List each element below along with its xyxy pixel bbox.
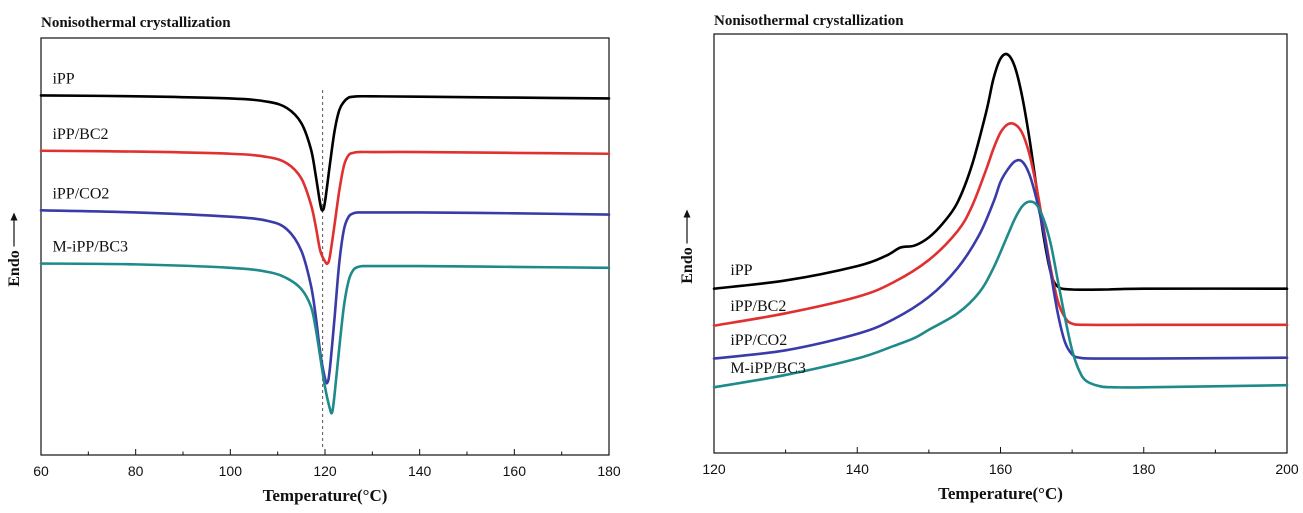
chart-right: Nonisothermal crystallization 120 140 160 18… xyxy=(679,13,1299,503)
series-line xyxy=(39,149,611,266)
series-line xyxy=(39,94,611,212)
series-line xyxy=(39,209,611,385)
x-tick-label: 120 xyxy=(313,463,337,479)
series-line xyxy=(712,122,1289,327)
series-label: iPP xyxy=(52,71,74,88)
series-label: iPP/BC2 xyxy=(52,126,108,143)
x-tick-label: 60 xyxy=(33,463,49,479)
y-axis-arrow-head xyxy=(10,212,18,221)
x-tick-label: 180 xyxy=(597,463,621,479)
x-tick-label: 160 xyxy=(989,461,1013,477)
series-line xyxy=(712,158,1289,360)
y-axis-label: Endo xyxy=(679,247,696,283)
series-label: M-iPP/BC3 xyxy=(730,360,806,377)
series-label: iPP/BC2 xyxy=(730,298,786,315)
series-label: iPP xyxy=(730,262,752,279)
series-label: M-iPP/BC3 xyxy=(52,239,128,256)
x-tick-label: 140 xyxy=(846,461,870,477)
series-line xyxy=(712,200,1289,389)
y-axis-label: Endo xyxy=(6,250,23,286)
series-label: iPP/CO2 xyxy=(52,186,109,203)
x-tick-label: 200 xyxy=(1275,461,1299,477)
chart-title: Nonisothermal crystallization xyxy=(41,15,231,31)
x-tick-label: 180 xyxy=(1132,461,1156,477)
chart-left: Nonisothermal crystallization 60 80 100 120 1… xyxy=(6,15,621,505)
x-axis-label: Temperature(°C) xyxy=(263,486,388,505)
y-axis-arrow-head xyxy=(683,209,691,218)
plot-frame xyxy=(713,33,1288,454)
x-tick-label: 80 xyxy=(128,463,144,479)
series-label: iPP/CO2 xyxy=(730,332,787,349)
x-axis-label: Temperature(°C) xyxy=(938,484,1063,503)
x-tick-label: 140 xyxy=(408,463,432,479)
x-tick-label: 160 xyxy=(503,463,527,479)
series-line xyxy=(39,262,611,415)
x-tick-label: 120 xyxy=(702,461,726,477)
x-tick-label: 100 xyxy=(219,463,243,479)
chart-title: Nonisothermal crystallization xyxy=(714,13,904,29)
